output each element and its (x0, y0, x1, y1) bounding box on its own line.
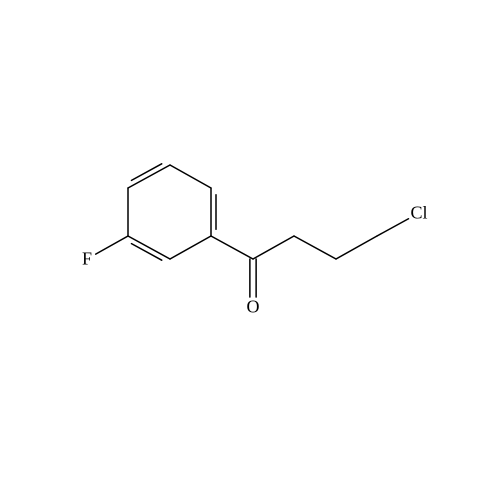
atom-label-cl: Cl (410, 203, 427, 224)
atom-label-o: O (247, 297, 260, 318)
molecule-canvas: F O Cl (0, 0, 500, 500)
atom-label-f: F (82, 249, 92, 270)
molecule-svg (0, 0, 500, 500)
